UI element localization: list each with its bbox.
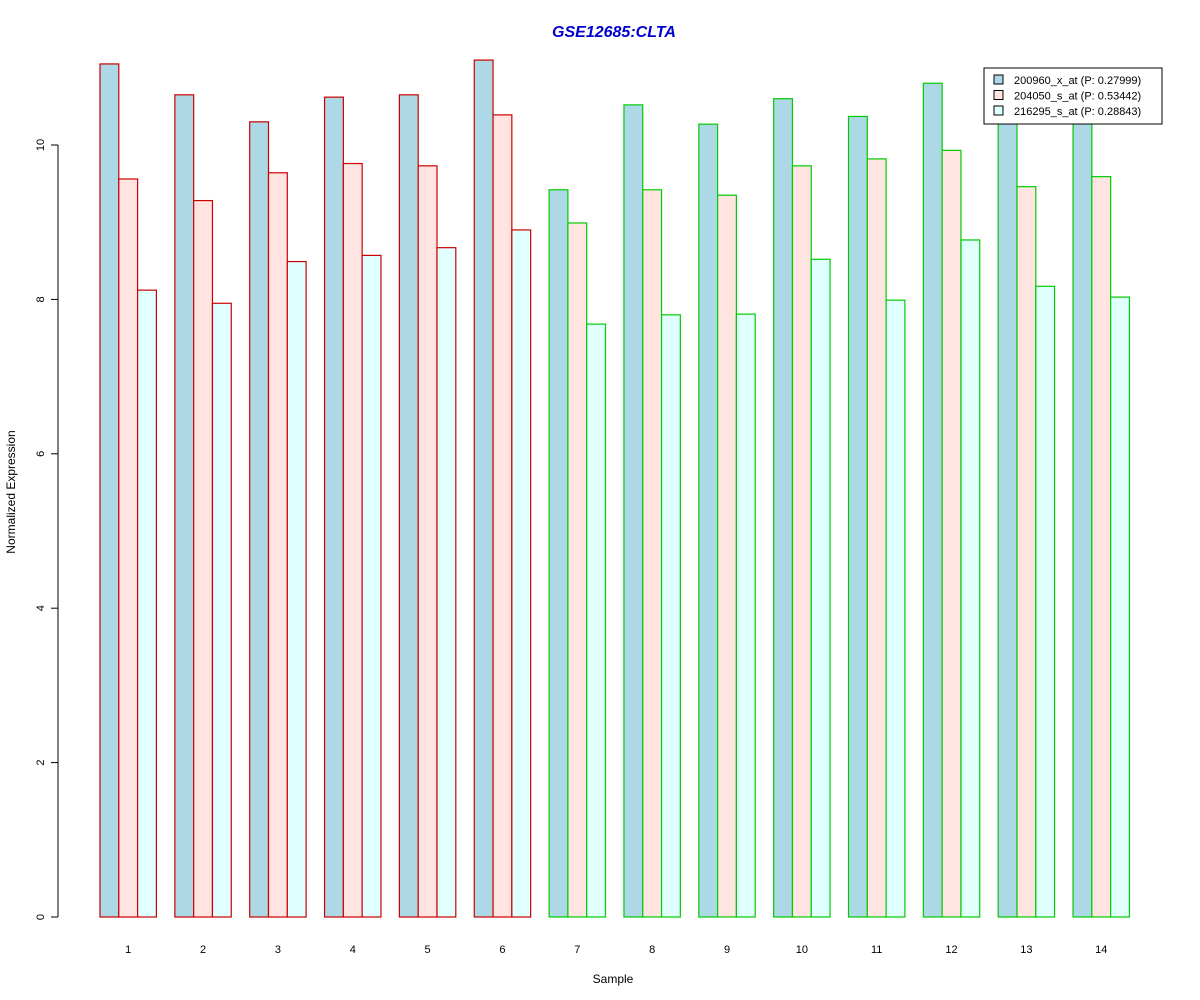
legend-swatch bbox=[993, 90, 1004, 100]
x-tick-label: 4 bbox=[350, 944, 356, 956]
bar-sample-3-series-1 bbox=[249, 121, 270, 918]
bar-sample-4-series-3 bbox=[361, 254, 382, 918]
x-tick-label: 5 bbox=[425, 944, 431, 956]
bar-sample-13-series-2 bbox=[1016, 186, 1037, 918]
legend-entry: 200960_x_at (P: 0.27999) bbox=[1014, 75, 1141, 87]
bar-sample-12-series-2 bbox=[941, 149, 962, 918]
x-tick-label: 14 bbox=[1095, 944, 1107, 956]
y-tick-label: 6 bbox=[35, 451, 47, 457]
bar-sample-14-series-1 bbox=[1072, 109, 1093, 918]
bar-sample-5-series-1 bbox=[398, 94, 419, 918]
bar-sample-12-series-3 bbox=[960, 239, 981, 918]
bar-sample-7-series-1 bbox=[548, 189, 569, 918]
y-tick-label: 4 bbox=[35, 605, 47, 611]
bar-sample-4-series-1 bbox=[323, 96, 344, 918]
chart-title: GSE12685:CLTA bbox=[552, 24, 676, 41]
x-tick-label: 3 bbox=[275, 944, 281, 956]
bar-sample-1-series-3 bbox=[137, 289, 158, 918]
bar-sample-2-series-2 bbox=[193, 199, 214, 918]
legend-box bbox=[983, 67, 1163, 125]
bar-sample-10-series-2 bbox=[791, 165, 812, 918]
x-tick-labels: 1 2 3 4 5 6 7 8 9 10 11 12 13 14 bbox=[125, 944, 1107, 956]
x-tick-label: 6 bbox=[499, 944, 505, 956]
y-tick-label: 2 bbox=[35, 760, 47, 766]
bar-sample-13-series-1 bbox=[997, 113, 1018, 918]
x-tick-label: 9 bbox=[724, 944, 730, 956]
bar-sample-10-series-1 bbox=[773, 98, 794, 918]
bar-sample-2-series-3 bbox=[211, 302, 232, 918]
legend-swatch bbox=[993, 105, 1004, 116]
bar-sample-8-series-2 bbox=[642, 189, 663, 918]
bar-sample-7-series-2 bbox=[567, 222, 588, 918]
x-tick-label: 2 bbox=[200, 944, 206, 956]
x-tick-label: 13 bbox=[1020, 944, 1032, 956]
y-tick-label: 0 bbox=[35, 914, 47, 920]
y-tick-label: 10 bbox=[35, 139, 47, 151]
bar-sample-6-series-3 bbox=[511, 229, 532, 918]
bar-sample-8-series-1 bbox=[623, 104, 644, 918]
legend-swatch bbox=[993, 74, 1004, 85]
bar-sample-7-series-3 bbox=[586, 323, 607, 918]
bar-sample-12-series-1 bbox=[922, 82, 943, 918]
x-axis-label: Sample bbox=[593, 972, 634, 986]
bar-sample-9-series-3 bbox=[735, 313, 756, 918]
bar-sample-3-series-3 bbox=[286, 260, 307, 918]
x-tick-label: 10 bbox=[796, 944, 808, 956]
y-tick-label: 8 bbox=[35, 296, 47, 302]
bar-sample-11-series-1 bbox=[847, 115, 868, 918]
bar-sample-10-series-3 bbox=[810, 258, 831, 918]
y-axis: 0 2 4 6 8 10 bbox=[35, 139, 59, 920]
bar-sample-5-series-3 bbox=[436, 247, 457, 918]
bar-sample-3-series-2 bbox=[267, 172, 288, 918]
x-tick-label: 11 bbox=[871, 944, 882, 956]
x-tick-label: 1 bbox=[125, 944, 131, 956]
bar-sample-14-series-2 bbox=[1091, 176, 1112, 918]
y-axis-label: Normalized Expression bbox=[4, 430, 18, 553]
bar-sample-9-series-1 bbox=[698, 123, 719, 918]
x-tick-label: 8 bbox=[649, 944, 655, 956]
bar-sample-2-series-1 bbox=[174, 94, 195, 918]
bar-sample-6-series-2 bbox=[492, 114, 513, 918]
bar-sample-13-series-3 bbox=[1035, 285, 1056, 918]
bar-sample-4-series-2 bbox=[342, 162, 363, 918]
bar-sample-9-series-2 bbox=[716, 194, 737, 918]
legend: 200960_x_at (P: 0.27999) 204050_s_at (P: … bbox=[983, 67, 1163, 125]
x-tick-label: 12 bbox=[945, 944, 957, 956]
legend-entry: 204050_s_at (P: 0.53442) bbox=[1014, 91, 1141, 103]
bar-sample-14-series-3 bbox=[1110, 296, 1131, 918]
bar-sample-8-series-3 bbox=[660, 314, 681, 918]
x-tick-label: 7 bbox=[574, 944, 580, 956]
bar-sample-5-series-2 bbox=[417, 165, 438, 918]
legend-entry: 216295_s_at (P: 0.28843) bbox=[1014, 106, 1141, 118]
bar-sample-11-series-3 bbox=[885, 299, 906, 918]
bar-sample-1-series-1 bbox=[99, 63, 120, 918]
bar-sample-6-series-1 bbox=[473, 59, 494, 918]
bar-sample-1-series-2 bbox=[118, 178, 139, 918]
bar-sample-11-series-2 bbox=[866, 158, 887, 918]
bars-group bbox=[99, 59, 1131, 918]
